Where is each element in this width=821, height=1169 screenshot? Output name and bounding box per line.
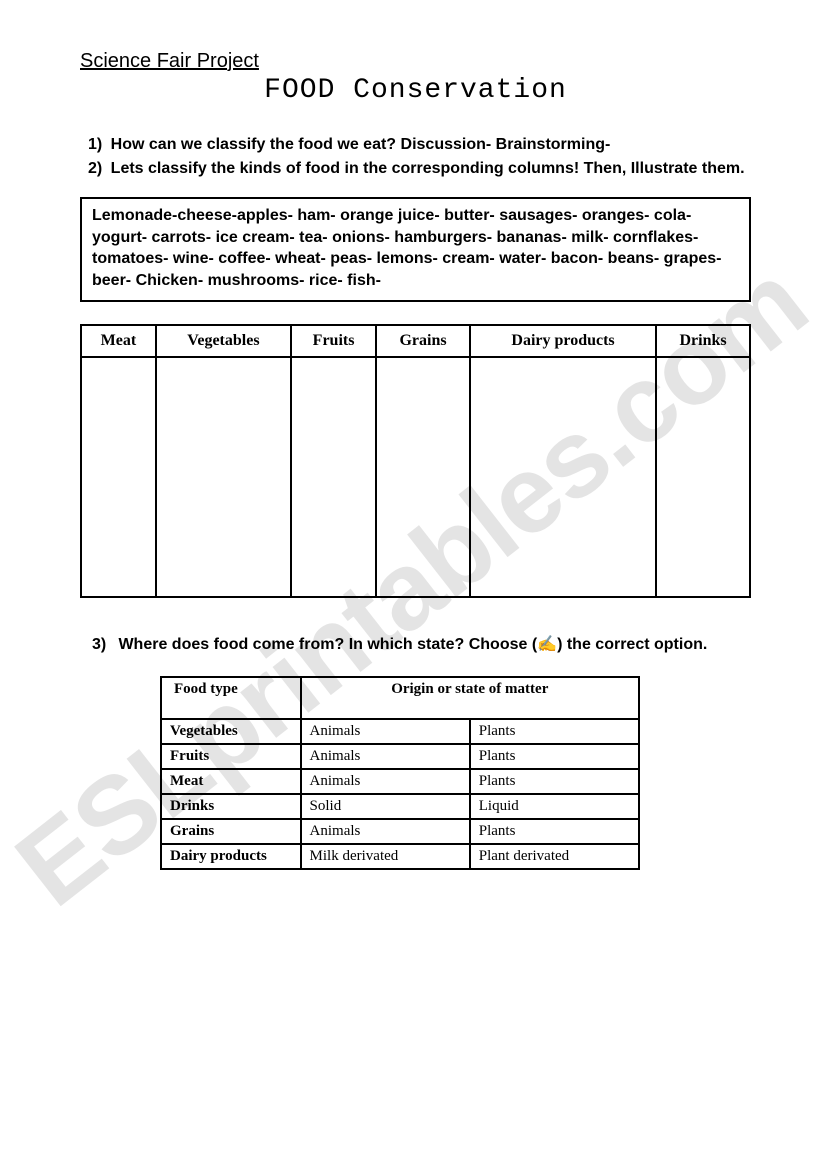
origin-row-label: Drinks [161, 794, 301, 819]
q3-text-suffix: ) the correct option. [557, 636, 707, 653]
question-3: 3) Where does food come from? In which s… [80, 634, 751, 656]
table-row: Fruits Animals Plants [161, 744, 639, 769]
q3-text-prefix: Where does food come from? In which stat… [118, 636, 537, 653]
classify-cell[interactable] [376, 357, 470, 597]
classify-cell[interactable] [470, 357, 656, 597]
origin-option[interactable]: Animals [301, 819, 470, 844]
classify-cell[interactable] [81, 357, 156, 597]
word-bank-box: Lemonade-cheese-apples- ham- orange juic… [80, 197, 751, 301]
classify-col-fruits: Fruits [291, 325, 376, 357]
origin-header-foodtype: Food type [161, 677, 301, 719]
origin-header-state: Origin or state of matter [301, 677, 639, 719]
origin-row-label: Grains [161, 819, 301, 844]
page-title: FOOD Conservation [80, 75, 751, 106]
origin-row-label: Meat [161, 769, 301, 794]
origin-option[interactable]: Plants [470, 719, 639, 744]
origin-body: Vegetables Animals Plants Fruits Animals… [161, 719, 639, 869]
classify-table: Meat Vegetables Fruits Grains Dairy prod… [80, 324, 751, 598]
table-row: Vegetables Animals Plants [161, 719, 639, 744]
origin-option[interactable]: Animals [301, 744, 470, 769]
table-row: Dairy products Milk derivated Plant deri… [161, 844, 639, 869]
classify-col-drinks: Drinks [656, 325, 750, 357]
classify-col-vegetables: Vegetables [156, 325, 291, 357]
origin-option[interactable]: Animals [301, 719, 470, 744]
origin-option[interactable]: Plants [470, 744, 639, 769]
origin-option[interactable]: Plant derivated [470, 844, 639, 869]
origin-row-label: Vegetables [161, 719, 301, 744]
question-list: How can we classify the food we eat? Dis… [80, 134, 751, 179]
table-row: Drinks Solid Liquid [161, 794, 639, 819]
worksheet-page: Science Fair Project FOOD Conservation H… [0, 0, 821, 920]
classify-body-row [81, 357, 750, 597]
origin-option[interactable]: Liquid [470, 794, 639, 819]
classify-col-grains: Grains [376, 325, 470, 357]
table-row: Grains Animals Plants [161, 819, 639, 844]
classify-cell[interactable] [656, 357, 750, 597]
table-row: Meat Animals Plants [161, 769, 639, 794]
classify-header-row: Meat Vegetables Fruits Grains Dairy prod… [81, 325, 750, 357]
project-heading: Science Fair Project [80, 50, 751, 73]
origin-option[interactable]: Animals [301, 769, 470, 794]
classify-col-dairy: Dairy products [470, 325, 656, 357]
origin-row-label: Dairy products [161, 844, 301, 869]
origin-option[interactable]: Milk derivated [301, 844, 470, 869]
classify-cell[interactable] [156, 357, 291, 597]
question-1: How can we classify the food we eat? Dis… [114, 134, 751, 156]
write-icon: ✍ [537, 636, 557, 653]
origin-option[interactable]: Plants [470, 819, 639, 844]
origin-row-label: Fruits [161, 744, 301, 769]
classify-cell[interactable] [291, 357, 376, 597]
origin-table: Food type Origin or state of matter Vege… [160, 676, 640, 870]
question-2: Lets classify the kinds of food in the c… [114, 158, 751, 180]
classify-col-meat: Meat [81, 325, 156, 357]
origin-header-row: Food type Origin or state of matter [161, 677, 639, 719]
origin-option[interactable]: Solid [301, 794, 470, 819]
origin-option[interactable]: Plants [470, 769, 639, 794]
